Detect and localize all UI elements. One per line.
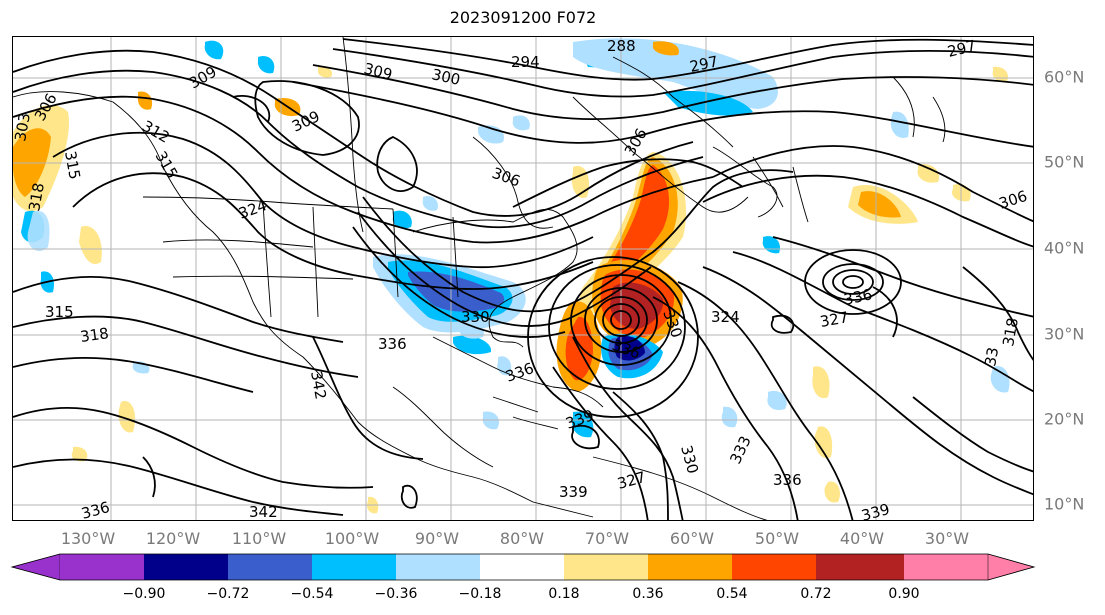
contour-label: 306 — [490, 164, 523, 191]
colorbar-tick: 0.18 — [548, 586, 579, 602]
colorbar-swatch — [312, 554, 396, 580]
map-canvas: 288 294 297 300 309 309 309 303 306 312 … — [13, 37, 1034, 521]
contour-label: 318 — [999, 316, 1022, 347]
colorbar-tick: −0.54 — [291, 586, 334, 602]
colorbar-tick: −0.36 — [375, 586, 418, 602]
contour-label: 342 — [307, 370, 330, 401]
colorbar-swatch — [60, 554, 144, 580]
contour-label: 318 — [25, 181, 48, 212]
contour-label: 318 — [79, 324, 110, 346]
contour-label: 330 — [461, 308, 490, 326]
colorbar-swatch — [732, 554, 816, 580]
colorbar-tick: 0.90 — [888, 586, 919, 602]
colorbar-tick: −0.90 — [123, 586, 166, 602]
lat-label: 50°N — [1044, 153, 1084, 172]
contour-label: 336 — [842, 285, 874, 309]
contour-label: 336 — [378, 335, 407, 353]
lon-label: 120°W — [146, 529, 200, 548]
colorbar-tick: 0.54 — [716, 586, 747, 602]
colorbar-tick: −0.72 — [207, 586, 250, 602]
colorbar-swatch — [228, 554, 312, 580]
contour-label: 336 — [773, 471, 802, 489]
colorbar-swatch — [648, 554, 732, 580]
contour-label: 315 — [152, 148, 182, 182]
contour-label: 327 — [615, 468, 647, 493]
colorbar-swatch — [144, 554, 228, 580]
lon-label: 90°W — [415, 529, 459, 548]
contour-label: 324 — [711, 308, 740, 326]
contour-label: 342 — [249, 503, 278, 521]
contour-label: 333 — [726, 433, 754, 467]
graticule — [13, 37, 1034, 521]
colorbar-tick: 0.72 — [800, 586, 831, 602]
map-panel: 288 294 297 300 309 309 309 303 306 312 … — [12, 36, 1034, 521]
colorbar-high-extend — [988, 554, 1034, 580]
lon-label: 100°W — [325, 529, 379, 548]
lon-label: 110°W — [232, 529, 286, 548]
contours — [13, 39, 1034, 521]
contour-label: 309 — [362, 59, 394, 83]
lat-label: 10°N — [1044, 495, 1084, 514]
colorbar — [0, 550, 1105, 584]
lat-label: 20°N — [1044, 410, 1084, 429]
contour-labels: 288 294 297 300 309 309 309 303 306 312 … — [13, 37, 1029, 521]
lon-label: 30°W — [925, 529, 969, 548]
contour-label: 339 — [859, 500, 891, 521]
colorbar-swatch — [816, 554, 904, 580]
contour-label: 306 — [997, 187, 1030, 213]
lon-label: 50°W — [755, 529, 799, 548]
contour-label: 327 — [819, 308, 850, 331]
colorbar-tick: −0.18 — [459, 586, 502, 602]
contour-label: 330 — [677, 443, 702, 475]
lat-label: 30°N — [1044, 325, 1084, 344]
colorbar-swatch — [480, 554, 564, 580]
contour-label: 306 — [621, 125, 651, 159]
contour-label: 315 — [61, 150, 84, 181]
lat-label: 40°N — [1044, 239, 1084, 258]
shaded-field — [13, 38, 1010, 513]
lon-label: 70°W — [585, 529, 629, 548]
lon-label: 60°W — [670, 529, 714, 548]
contour-label: 33 — [981, 346, 1002, 368]
colorbar-swatch — [564, 554, 648, 580]
contour-label: 315 — [45, 303, 74, 321]
lat-label: 60°N — [1044, 68, 1084, 87]
lon-label: 130°W — [61, 529, 115, 548]
contour-label: 294 — [511, 53, 540, 71]
contour-label: 339 — [559, 483, 588, 501]
contour-label: 288 — [607, 37, 636, 55]
lon-label: 40°W — [840, 529, 884, 548]
colorbar-tick: 0.36 — [632, 586, 663, 602]
colorbar-swatch — [396, 554, 480, 580]
colorbar-low-extend — [12, 554, 60, 580]
lon-label: 80°W — [500, 529, 544, 548]
contour-label: 312 — [139, 117, 173, 147]
map-title: 2023091200 F072 — [0, 8, 1046, 27]
contour-label: 336 — [79, 498, 111, 521]
colorbar-swatch — [904, 554, 988, 580]
